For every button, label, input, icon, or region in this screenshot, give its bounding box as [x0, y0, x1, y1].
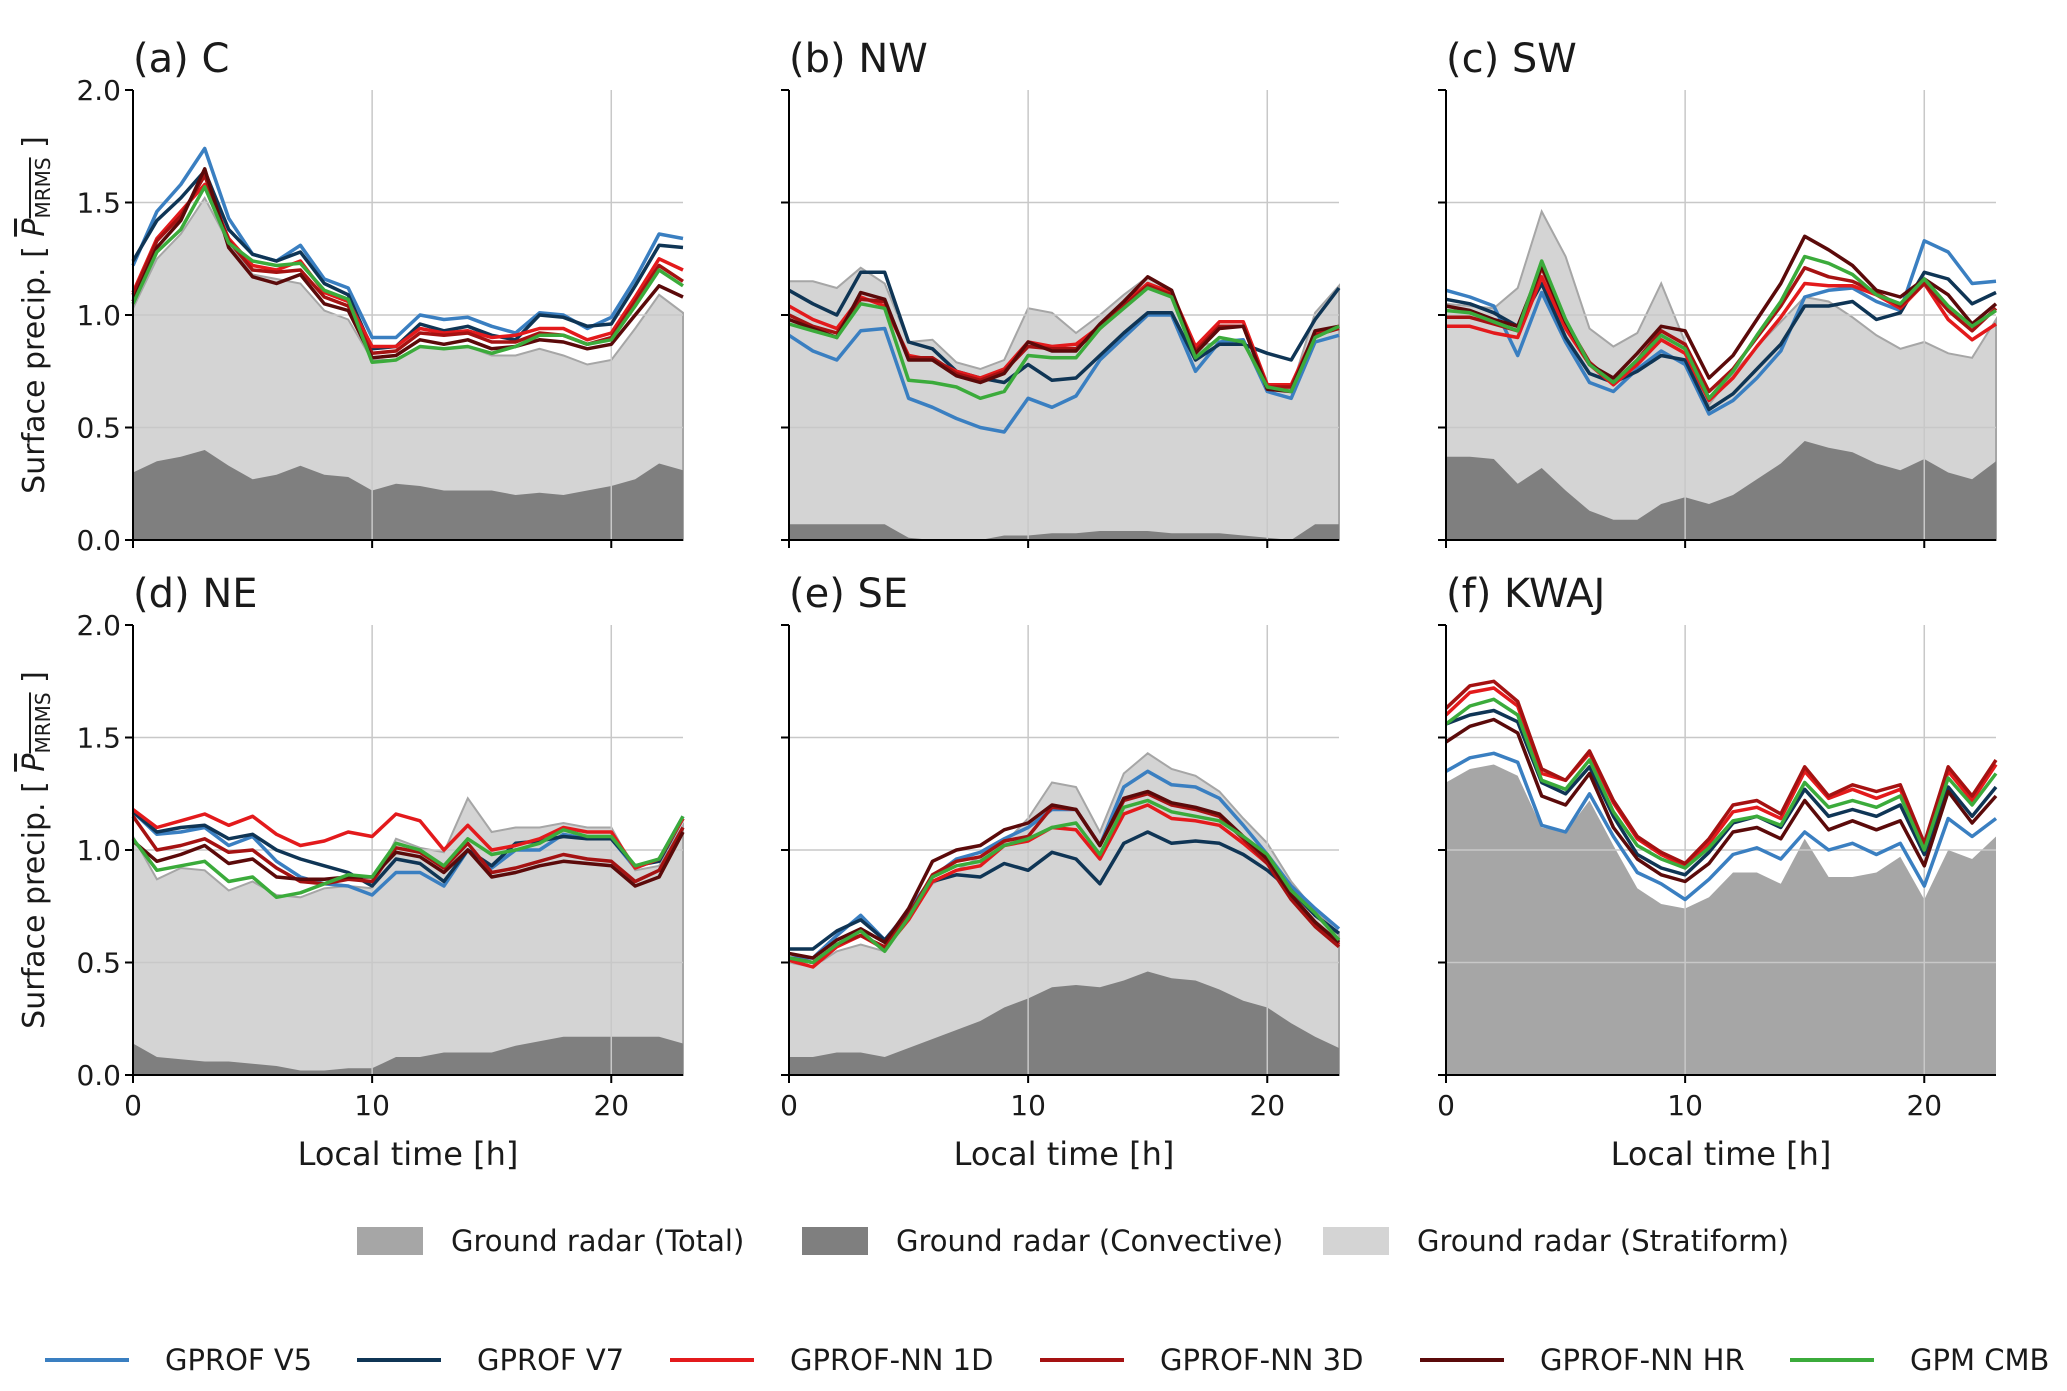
panel-a-title: (a) C [133, 36, 229, 82]
panel-e-x-tick-label: 20 [1249, 1089, 1285, 1122]
legend-item-gprof-v5: GPROF V5 [45, 1335, 312, 1385]
panel-f-area-total [1446, 764, 1996, 1075]
panel-f-line-gprof-nn-3d [1444, 679, 1998, 866]
panel-c-line-gpm-cmb [1445, 254, 1997, 401]
panel-f-line-gprof-v5 [1445, 751, 1998, 902]
panel-d-y-tick-label: 1.5 [76, 722, 121, 755]
panel-a-line-gpm-cmb [131, 185, 684, 365]
panel-e-x-label: Local time [h] [954, 1135, 1175, 1173]
legend-line-gprof-v7 [357, 1358, 441, 1362]
panel-e: 0 10 20 (e) SE Local time [h] [780, 571, 1341, 1173]
panel-f-line-gpm-cmb [1444, 697, 1998, 870]
legend-label-gprof-v7: GPROF V7 [477, 1343, 625, 1377]
panel-d-y-label: Surface precip. [ PMRMS ] [17, 671, 55, 1029]
panel-c: (c) SW [1438, 36, 1998, 548]
y-label-symbol: P [17, 218, 52, 237]
series-legend: GPROF V5 GPROF V7 GPROF-NN 1D GPROF-NN 3… [0, 1335, 2067, 1385]
legend-label-convective: Ground radar (Convective) [896, 1224, 1284, 1258]
panel-a-y-tick-label: 0.5 [76, 412, 121, 445]
panel-f-x-tick-label: 20 [1906, 1089, 1942, 1122]
panel-e-x-tick-label: 10 [1010, 1089, 1046, 1122]
panel-a-y-tick-label: 1.0 [76, 299, 121, 332]
legend-label-gprof-nn-3d: GPROF-NN 3D [1160, 1343, 1364, 1377]
panel-a-y-tick-label: 0.0 [76, 524, 121, 557]
panel-e-title: (e) SE [789, 571, 908, 617]
panel-a: 0.0 0.5 1.0 1.5 2.0 (a) C Surface precip. [ PM… [17, 36, 684, 557]
panel-d-line-gprof-nn-hr [131, 831, 685, 888]
legend-item-gpm-cmb: GPM CMB [1790, 1335, 2049, 1385]
y-label-text: Surface precip. [ [17, 237, 52, 494]
panel-a-y-tick-label: 1.5 [76, 187, 121, 220]
panel-d-line-gprof-nn-1d [131, 808, 685, 870]
panel-d-x-label: Local time [h] [298, 1135, 519, 1173]
panel-b-line-gpm-cmb [788, 286, 1340, 401]
legend-item-stratiform: Ground radar (Stratiform) [1323, 1216, 1789, 1266]
panel-d-y-tick-label: 0.5 [76, 947, 121, 980]
legend-line-gprof-nn-3d [1040, 1358, 1124, 1362]
panel-b-line-gprof-nn-hr [788, 275, 1340, 394]
legend-label-gprof-v5: GPROF V5 [165, 1343, 313, 1377]
y-label-close: ] [17, 136, 52, 157]
panel-b-area-convective [789, 524, 1339, 540]
panel-f-x-tick-label: 10 [1667, 1089, 1703, 1122]
y-label-close: ] [17, 671, 52, 692]
legend-swatch-convective [802, 1227, 868, 1255]
y-label-symbol: P [17, 753, 52, 772]
panel-c-title: (c) SW [1446, 36, 1577, 82]
panel-b-title: (b) NW [789, 36, 928, 82]
panel-a-y-label: Surface precip. [ PMRMS ] [17, 136, 55, 494]
legend-item-gprof-nn-3d: GPROF-NN 3D [1040, 1335, 1363, 1385]
panel-d: 0.0 0.5 1.0 1.5 2.0 0 10 20 (d) NE Local time [h]… [17, 571, 685, 1173]
panel-d-y-tick-label: 1.0 [76, 834, 121, 867]
legend-line-gprof-v5 [45, 1358, 129, 1362]
panel-d-y-tick-label: 2.0 [76, 609, 121, 642]
legend-line-gprof-nn-1d [670, 1358, 754, 1362]
panel-d-x-tick-label: 10 [354, 1089, 390, 1122]
panel-d-line-gprof-nn-3d [131, 815, 685, 886]
panel-e-area-total-outline [788, 752, 1340, 1076]
legend-label-gprof-nn-hr: GPROF-NN HR [1540, 1343, 1745, 1377]
y-label-subscript: MRMS [31, 157, 55, 218]
legend-line-gpm-cmb [1790, 1358, 1874, 1362]
y-label-text: Surface precip. [ [17, 772, 52, 1029]
panel-d-title: (d) NE [133, 571, 258, 617]
panel-d-area-total [133, 798, 683, 1075]
panel-c-area-convective [1446, 441, 1996, 540]
legend-item-convective: Ground radar (Convective) [802, 1216, 1283, 1266]
panel-b: (b) NW [781, 36, 1341, 548]
panel-a-line-gprof-v7 [131, 169, 684, 351]
panel-d-x-tick-label: 20 [593, 1089, 629, 1122]
legend-item-gprof-nn-1d: GPROF-NN 1D [670, 1335, 993, 1385]
panel-d-y-tick-label: 0.0 [76, 1059, 121, 1092]
legend-swatch-stratiform [1323, 1227, 1389, 1255]
panel-d-x-tick-label: 0 [124, 1089, 142, 1122]
panel-d-line-gpm-cmb [131, 815, 685, 900]
legend-item-gprof-nn-hr: GPROF-NN HR [1420, 1335, 1745, 1385]
panel-f: 0 10 20 (f) KWAJ Local time [h] [1437, 571, 1998, 1173]
panel-f-x-tick-label: 0 [1437, 1089, 1455, 1122]
panel-d-line-gprof-v7 [131, 810, 685, 888]
panel-e-area-convective [789, 971, 1339, 1075]
panel-a-area-convective [133, 450, 683, 540]
panel-d-area-convective [133, 1036, 683, 1075]
area-legend: Ground radar (Total) Ground radar (Conve… [0, 1216, 2067, 1266]
panel-f-title: (f) KWAJ [1446, 571, 1605, 617]
legend-label-stratiform: Ground radar (Stratiform) [1417, 1224, 1790, 1258]
panel-f-line-gprof-nn-hr [1445, 717, 1998, 884]
panel-a-y-tick-label: 2.0 [76, 74, 121, 107]
legend-swatch-total [357, 1227, 423, 1255]
legend-label-total: Ground radar (Total) [451, 1224, 745, 1258]
y-label-subscript: MRMS [31, 692, 55, 753]
panel-f-x-label: Local time [h] [1611, 1135, 1832, 1173]
panel-e-x-tick-label: 0 [780, 1089, 798, 1122]
panel-e-line-gpm-cmb [788, 798, 1341, 965]
panel-e-line-gprof-v7 [789, 830, 1341, 951]
legend-label-gpm-cmb: GPM CMB [1910, 1343, 2050, 1377]
panel-b-area-total [789, 267, 1339, 540]
legend-line-gprof-nn-hr [1420, 1358, 1504, 1362]
legend-item-total: Ground radar (Total) [357, 1216, 744, 1266]
legend-item-gprof-v7: GPROF V7 [357, 1335, 624, 1385]
legend-label-gprof-nn-1d: GPROF-NN 1D [790, 1343, 994, 1377]
